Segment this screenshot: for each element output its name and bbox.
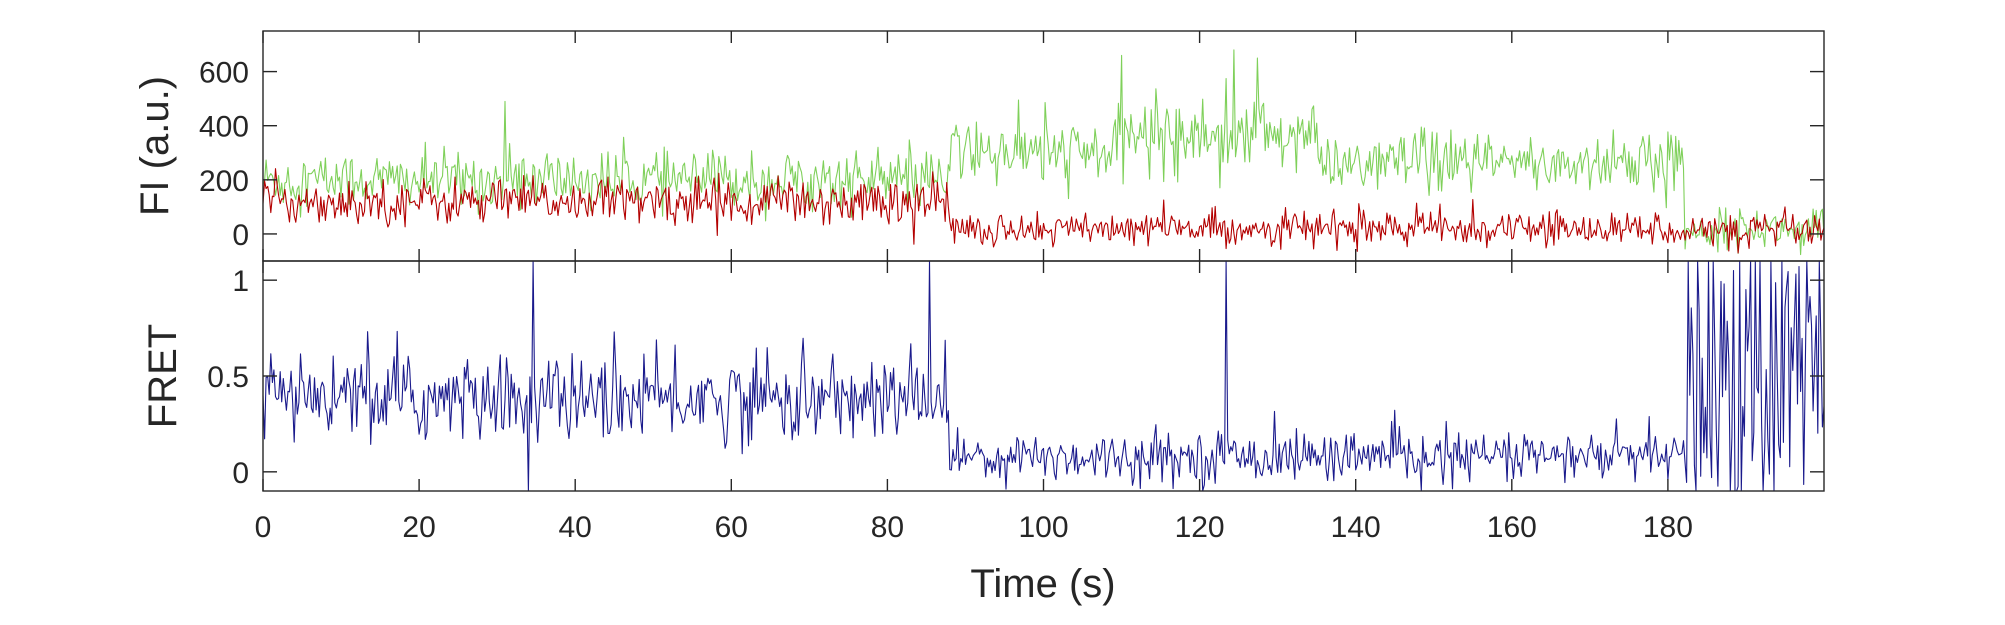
time-x-tick-label: 80	[871, 511, 904, 544]
time-x-tick-label: 100	[1018, 511, 1068, 544]
time-x-tick-label: 180	[1643, 511, 1693, 544]
intensity-trace-acceptor	[262, 168, 1825, 254]
time-x-tick-label: 140	[1331, 511, 1381, 544]
time-x-tick-label: 40	[559, 511, 592, 544]
fret-y-tick-label: 0	[232, 457, 249, 490]
time-x-tick-label: 120	[1175, 511, 1225, 544]
fret-y-axis-label: FRET	[141, 324, 185, 428]
fret-trace-FRET	[262, 260, 1825, 492]
time-x-tick-label: 160	[1487, 511, 1537, 544]
intensity-panel: 0 200 400 600 FI (a.u.)	[133, 30, 1825, 262]
time-x-axis-label: Time (s)	[970, 562, 1115, 606]
intensity-y-tick-label: 400	[199, 111, 249, 144]
intensity-traces	[262, 49, 1825, 256]
intensity-y-ticks: 0 200 400 600	[199, 31, 1824, 261]
fret-y-ticks: 00.51	[207, 265, 1824, 490]
fret-y-tick-label: 1	[232, 265, 249, 298]
time-x-tick-label: 60	[715, 511, 748, 544]
intensity-y-tick-label: 0	[232, 219, 249, 252]
fret-y-tick-label: 0.5	[207, 361, 249, 394]
fret-panel: 00.51 0 20 40 60 80 100 120 140 160 180 FRET Time…	[141, 260, 1825, 606]
fret-traces	[262, 260, 1825, 492]
time-x-tick-label: 0	[255, 511, 272, 544]
time-x-tick-label: 20	[402, 511, 435, 544]
intensity-y-axis-label: FI (a.u.)	[133, 76, 177, 216]
time-x-ticks: 0 20 40 60 80 100 120 140 160 180	[255, 261, 1693, 544]
intensity-trace-donor	[262, 49, 1825, 256]
intensity-y-tick-label: 600	[199, 57, 249, 90]
intensity-y-tick-label: 200	[199, 165, 249, 198]
